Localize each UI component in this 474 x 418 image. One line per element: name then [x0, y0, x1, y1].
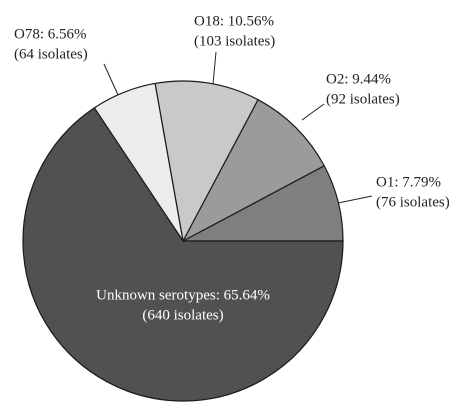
pie-slice — [22, 107, 344, 402]
count-label: (103 isolates) — [194, 33, 275, 49]
data-label: O18: 10.56% — [194, 13, 274, 29]
count-label: (92 isolates) — [326, 91, 400, 107]
count-label: (64 isolates) — [14, 46, 88, 62]
leader-line — [103, 63, 119, 96]
pie-slice — [154, 80, 259, 243]
leader-line — [337, 195, 373, 204]
data-label: O2: 9.44% — [326, 71, 391, 87]
leader-line — [212, 51, 217, 85]
leader-line — [301, 103, 325, 121]
data-label: O1: 7.79% — [376, 174, 441, 190]
data-label: Unknown serotypes: 65.64% — [96, 287, 270, 303]
data-label: O78: 6.56% — [14, 26, 87, 42]
count-label: (76 isolates) — [376, 194, 450, 210]
count-label: (640 isolates) — [142, 307, 223, 323]
pie-slice — [181, 98, 326, 243]
